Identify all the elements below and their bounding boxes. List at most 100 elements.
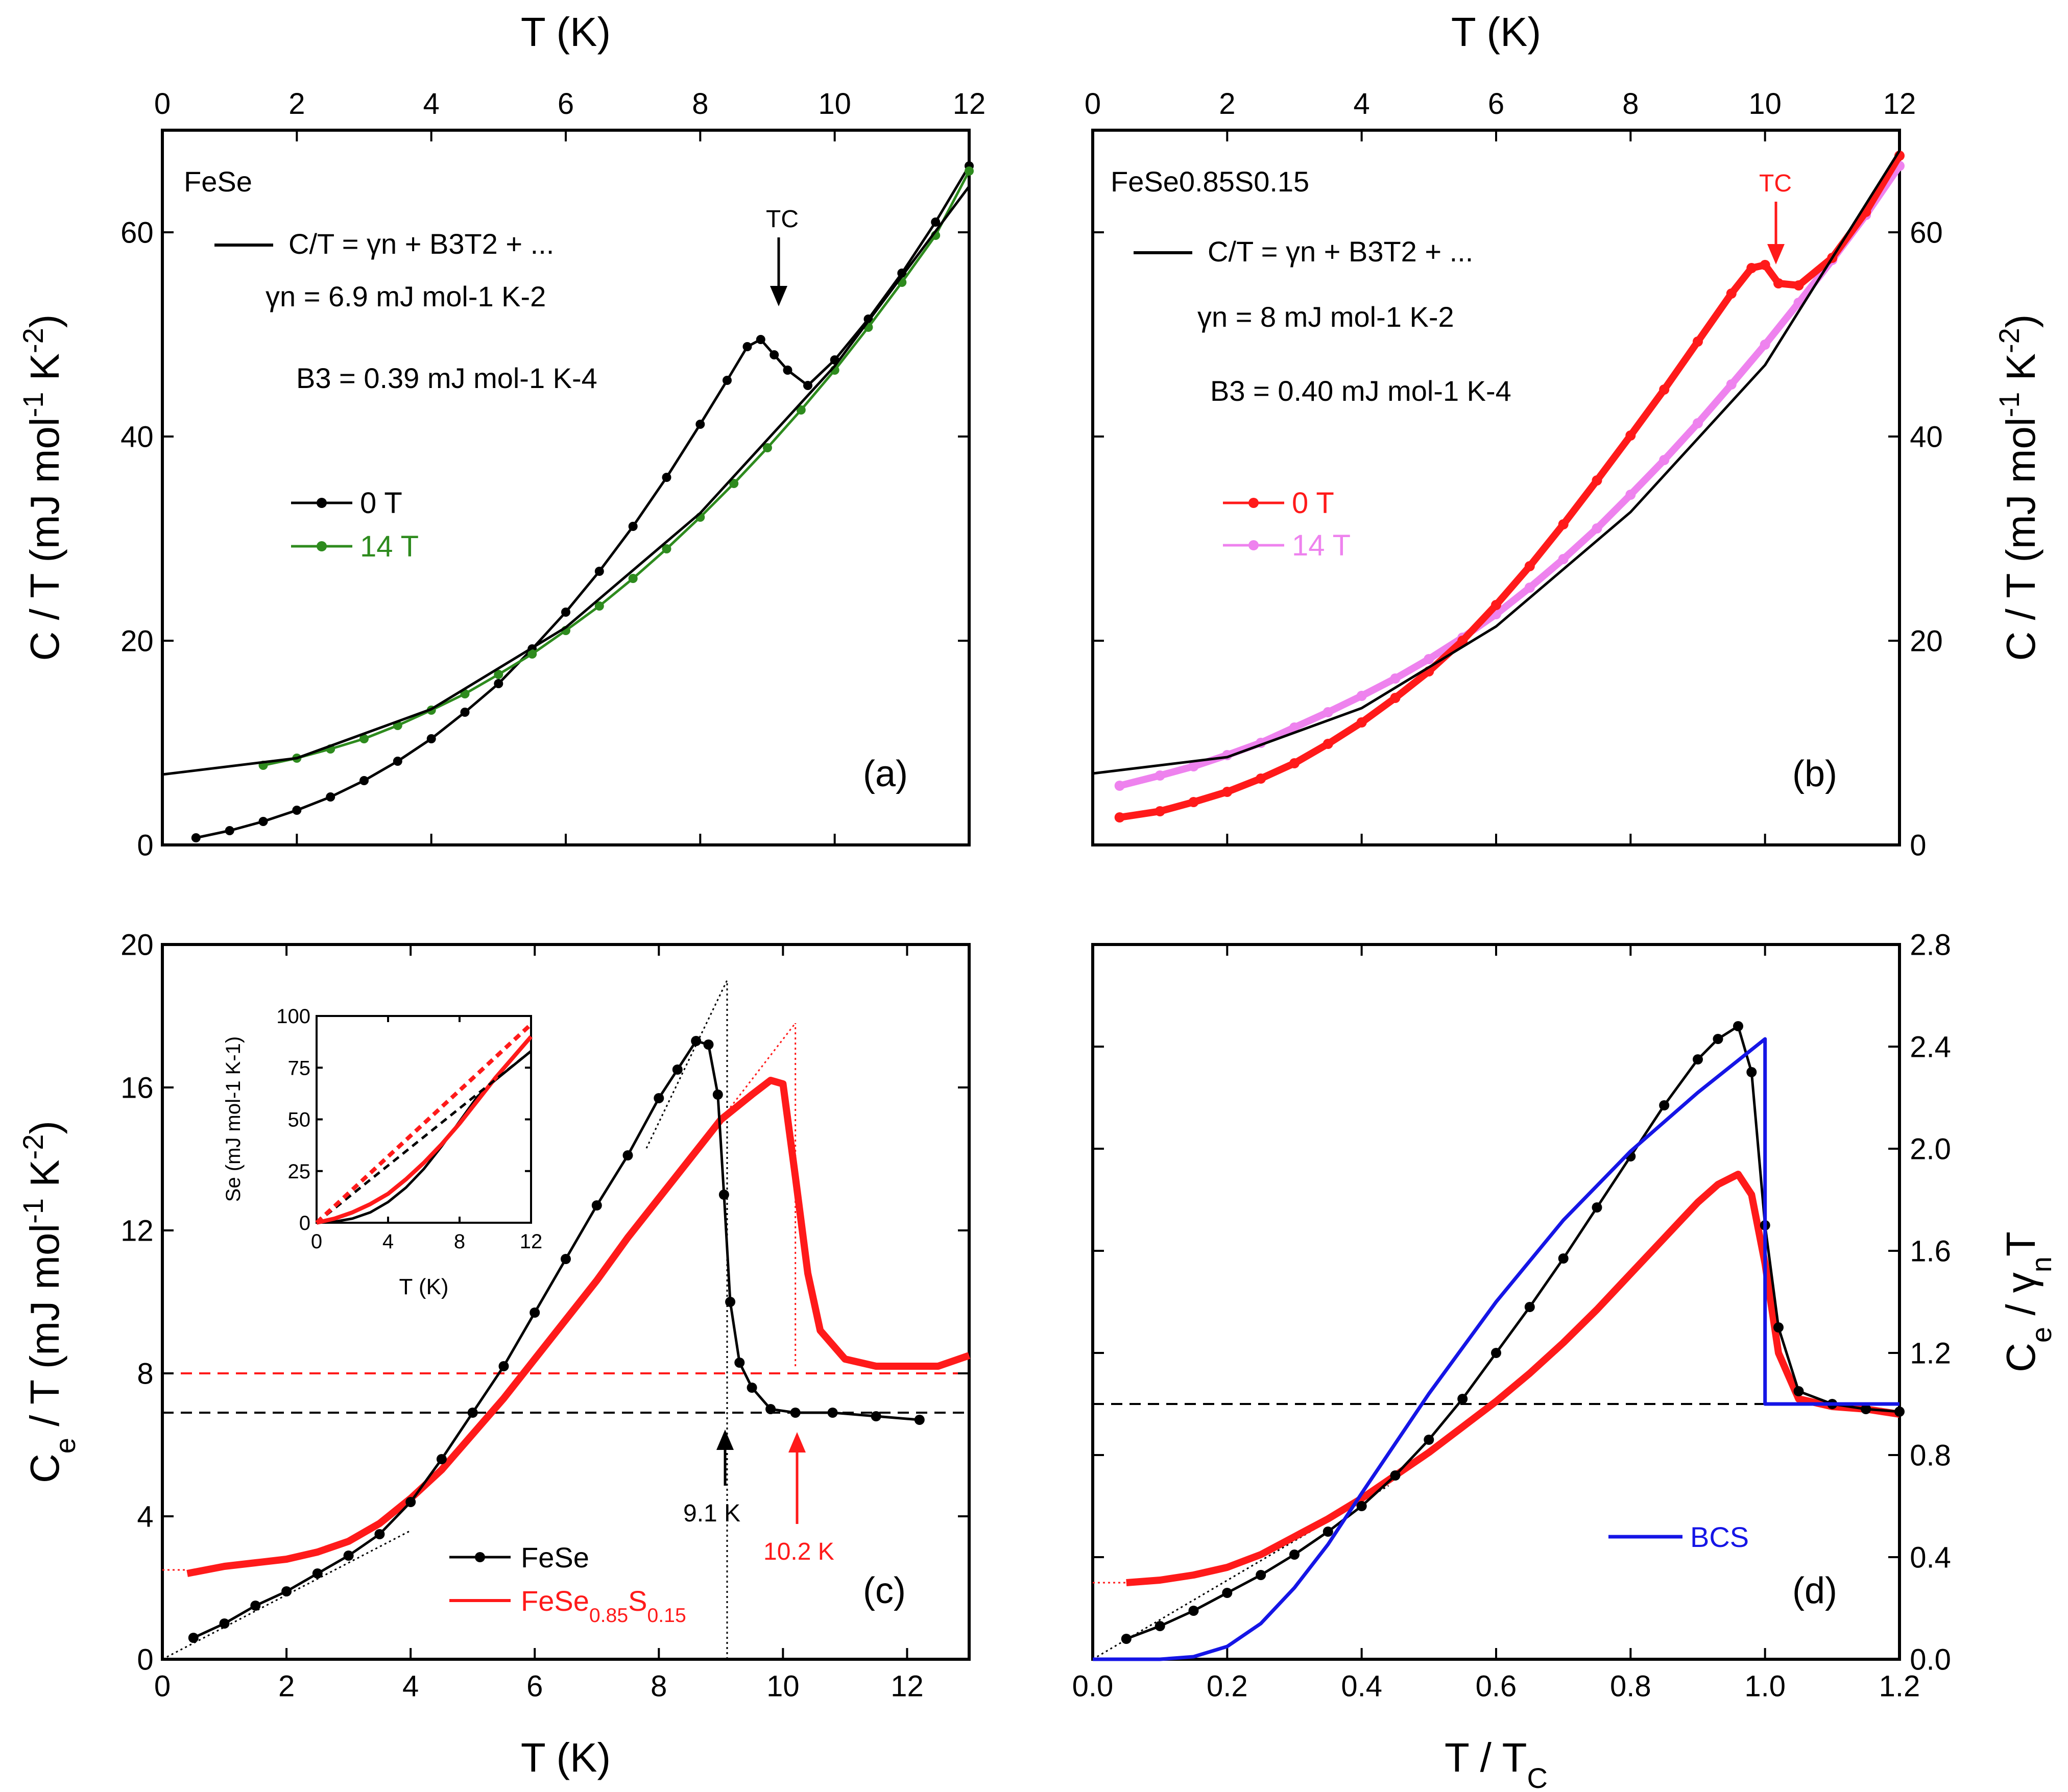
panel-c-fese-point — [765, 1404, 776, 1414]
panel-c-fese-point — [672, 1064, 683, 1075]
panel-a-xtick-label: 4 — [423, 87, 440, 120]
panel-b-0-t-point — [1793, 280, 1804, 290]
inset-fese-normal-line — [316, 1050, 532, 1224]
panel-b-label: (b) — [1792, 754, 1837, 794]
panel-d-fese-point — [1322, 1527, 1333, 1537]
panel-d-ytick-label: 2.4 — [1910, 1030, 1951, 1063]
panel-d-ytick-label: 2.0 — [1910, 1132, 1951, 1166]
panel-c-fese-point — [703, 1039, 714, 1050]
panel-b-0-t-point — [1491, 600, 1501, 610]
inset-fese0-85s0-15-line — [316, 1035, 533, 1225]
panel-a-legend-14T-marker — [317, 541, 327, 551]
inset-xtick-label: 4 — [382, 1230, 394, 1253]
panel-a-legend-0T-marker — [317, 498, 327, 508]
panel-a-0-t-point — [803, 381, 812, 390]
panel-a-ytick-label: 0 — [137, 829, 153, 862]
panel-b-0-t-point — [1625, 430, 1636, 441]
panel-d-fese-point — [1773, 1322, 1784, 1333]
panel-c-fese-point — [561, 1254, 571, 1264]
inset-xlabel: T (K) — [399, 1274, 449, 1299]
panel-a-0-t-point — [723, 376, 732, 385]
panel-c-xtick-label: 4 — [402, 1670, 419, 1703]
panel-c-ytick-label: 8 — [137, 1357, 153, 1390]
panel-c-fese-point — [691, 1036, 702, 1046]
inset-ticks: 0 4 8 12 0 25 50 75 100 — [276, 1005, 542, 1253]
inset-xtick-label: 0 — [311, 1230, 322, 1253]
panel-d-fese-point — [1659, 1100, 1670, 1110]
panel-b-series — [1092, 150, 1905, 822]
panel-c-fese-point — [250, 1601, 261, 1611]
panel-a-series — [162, 161, 974, 842]
panel-b-legend-14T: 14 T — [1292, 529, 1351, 562]
panel-d-legend-bcs: BCS — [1690, 1521, 1749, 1553]
panel-c-fese-point — [790, 1408, 801, 1418]
panel-c-legend-fese-s: FeSe0.85S0.15 — [521, 1585, 686, 1627]
panel-b-ytick-label: 20 — [1910, 624, 1943, 658]
panel-d-fese-point — [1188, 1606, 1199, 1616]
panel-c-fese-point — [436, 1454, 447, 1464]
inset-ytick-label: 25 — [288, 1160, 311, 1183]
panel-d-ytick-label: 1.2 — [1910, 1337, 1951, 1370]
panel-a-0-t-point — [326, 792, 335, 802]
panel-d-ytick-label: 0.0 — [1910, 1643, 1951, 1676]
panel-a-0-t-point — [460, 708, 470, 717]
panel-a-gamma-text: γn = 6.9 mJ mol-1 K-2 — [266, 280, 546, 312]
panel-b-fit-legend: C/T = γn + B3T2 + ... — [1208, 235, 1473, 268]
panel-d-fese-point — [1256, 1570, 1266, 1580]
panel-c-legend-fese-marker — [475, 1552, 485, 1562]
panel-c-arrow-10.2K-label: 10.2 K — [763, 1538, 834, 1565]
panel-c-fese-point — [405, 1497, 416, 1507]
panel-a-14-t-point — [662, 544, 671, 553]
panel-a-legend-14T: 14 T — [360, 530, 419, 563]
panel-b-xtick-label: 12 — [1883, 87, 1916, 120]
panel-d-lowT-extrap — [1092, 1485, 1389, 1660]
panel-b-b3-text: B3 = 0.40 mJ mol-1 K-4 — [1210, 375, 1511, 407]
panel-c-frame — [161, 943, 971, 1661]
panel-d-fese-point — [1693, 1054, 1703, 1064]
panel-b: 0 2 4 6 8 10 12 0 20 40 60 T (K) FeSe0.85S0.15 C/T… — [1085, 9, 1943, 862]
panel-c-xtick-label: 0 — [154, 1670, 171, 1703]
panel-c-fese-point — [734, 1358, 745, 1368]
panel-c-xtick-label: 2 — [278, 1670, 295, 1703]
panel-d-xtick-label: 0.6 — [1476, 1670, 1517, 1703]
panel-b-gamma-text: γn = 8 mJ mol-1 K-2 — [1197, 301, 1454, 333]
panel-c-ytick-label: 12 — [121, 1214, 154, 1247]
panel-a-ytick-label: 40 — [121, 420, 154, 453]
panel-c-fese-point — [188, 1633, 199, 1643]
panel-a-0-t-point — [225, 826, 234, 835]
panel-c-ticks: 0 2 4 6 8 10 12 0 4 8 12 16 20 — [121, 928, 969, 1703]
panel-c-ylabel: Ce / T (mJ mol-1 K-2) — [17, 1121, 81, 1483]
panel-c-xtick-label: 10 — [766, 1670, 800, 1703]
inset-series — [315, 1023, 533, 1225]
panel-b-0-t-point — [1760, 260, 1770, 270]
panel-d: 0.0 0.2 0.4 0.6 0.8 1.0 1.20.00.40.81.21.62.02… — [1072, 928, 1951, 1703]
panel-a-0-t-point — [258, 817, 268, 826]
panel-b-0-t-point — [1256, 773, 1266, 784]
panel-b-14-t-point — [1558, 554, 1569, 564]
panel-d-xtick-label: 1.2 — [1879, 1670, 1920, 1703]
panel-a-0-t-point — [662, 473, 671, 482]
panel-a-xtick-label: 6 — [558, 87, 574, 120]
panel-d-xlabel: T / TC — [1445, 1735, 1548, 1792]
panel-c-fese0-85s0-15-line — [186, 1077, 971, 1577]
panel-a-0-t-point — [695, 420, 705, 429]
panel-c-xtick-label: 12 — [891, 1670, 924, 1703]
panel-d-xtick-label: 0.4 — [1341, 1670, 1382, 1703]
panel-b-legend-0T: 0 T — [1292, 487, 1334, 520]
inset-xtick-label: 8 — [454, 1230, 465, 1253]
panel-b-xtick-label: 6 — [1488, 87, 1504, 120]
panel-a-sample-label: FeSe — [184, 165, 252, 198]
panel-c-fese-point — [312, 1568, 323, 1579]
panel-b-0-t-point — [1222, 787, 1233, 797]
panel-d-ytick-label: 2.8 — [1910, 928, 1951, 961]
panel-c-entropy-extrap-fese — [645, 980, 728, 1149]
panel-b-ytick-label: 40 — [1910, 420, 1943, 453]
panel-a-xtick-label: 12 — [953, 87, 986, 120]
panel-d-fese-point — [1558, 1253, 1569, 1264]
panel-b-14-t-point — [1188, 761, 1199, 771]
panel-a-frame — [161, 129, 971, 846]
panel-d-fese-point — [1894, 1407, 1905, 1417]
panel-d-fese-line — [1125, 1025, 1900, 1640]
panel-c-arrow-9.1K-head — [716, 1430, 734, 1450]
